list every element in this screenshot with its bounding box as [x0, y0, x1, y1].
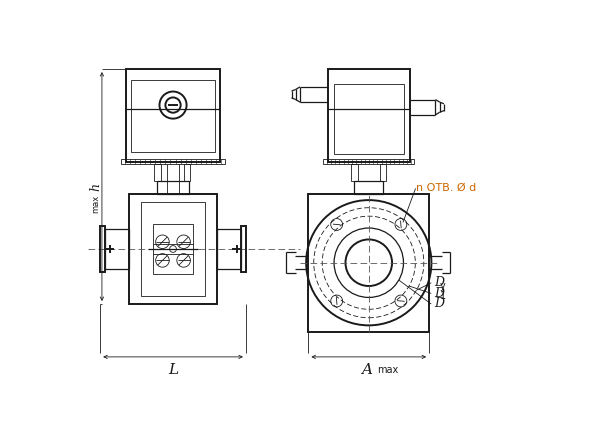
Bar: [121, 159, 224, 164]
Bar: [128, 194, 217, 304]
Bar: [380, 164, 386, 181]
Bar: [141, 202, 205, 296]
Text: n ОТВ. Ø d: n ОТВ. Ø d: [416, 183, 476, 193]
Text: A: A: [361, 363, 372, 377]
Bar: [323, 159, 414, 164]
Bar: [334, 84, 404, 154]
Bar: [157, 181, 188, 194]
Text: L: L: [168, 363, 178, 377]
Bar: [354, 181, 383, 194]
Bar: [328, 69, 410, 162]
Bar: [131, 80, 215, 152]
Text: D: D: [434, 276, 444, 289]
Text: y: y: [440, 281, 445, 291]
Bar: [241, 226, 246, 272]
Text: D: D: [434, 287, 444, 300]
Text: D: D: [434, 297, 444, 311]
Bar: [106, 229, 128, 269]
Bar: [154, 164, 161, 181]
Bar: [153, 224, 193, 274]
Bar: [308, 194, 429, 331]
Text: h: h: [89, 183, 102, 190]
Bar: [351, 164, 358, 181]
Bar: [217, 229, 241, 269]
Bar: [100, 226, 106, 272]
Bar: [127, 69, 220, 162]
Text: max: max: [377, 366, 398, 375]
Text: 1: 1: [440, 291, 446, 301]
Text: max: max: [91, 194, 100, 213]
Bar: [184, 164, 190, 181]
